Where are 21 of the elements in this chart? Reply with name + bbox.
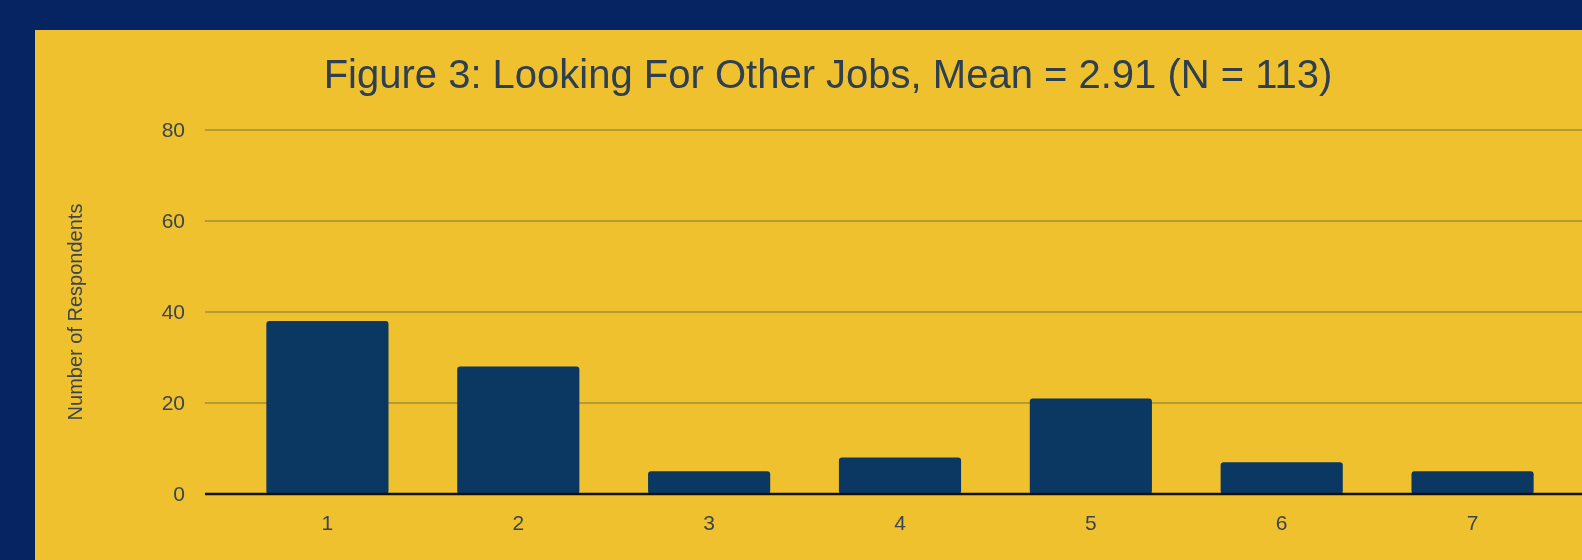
bar: [457, 366, 580, 494]
bar: [838, 457, 962, 494]
x-tick-label: 5: [1085, 511, 1097, 534]
bar: [1220, 462, 1343, 494]
bar: [1029, 398, 1152, 494]
y-tick-label: 40: [161, 300, 185, 323]
bar: [266, 321, 389, 494]
x-tick-label: 6: [1275, 511, 1288, 534]
x-tick-label: 7: [1466, 511, 1479, 534]
x-tick-label: 1: [321, 511, 334, 534]
y-tick-label: 0: [173, 482, 185, 505]
x-tick-label: 4: [894, 511, 907, 534]
y-tick-label: 60: [161, 209, 185, 232]
bar: [1411, 471, 1534, 494]
y-tick-label: 20: [161, 391, 185, 414]
x-tick-label: 2: [512, 511, 525, 534]
y-axis-title: Number of Respondents: [64, 203, 86, 421]
chart-title: Figure 3: Looking For Other Jobs, Mean = 2.91 (N = 113): [323, 52, 1333, 96]
y-tick-label: 80: [161, 118, 185, 141]
x-tick-label: 3: [703, 511, 715, 534]
bar: [648, 471, 771, 494]
